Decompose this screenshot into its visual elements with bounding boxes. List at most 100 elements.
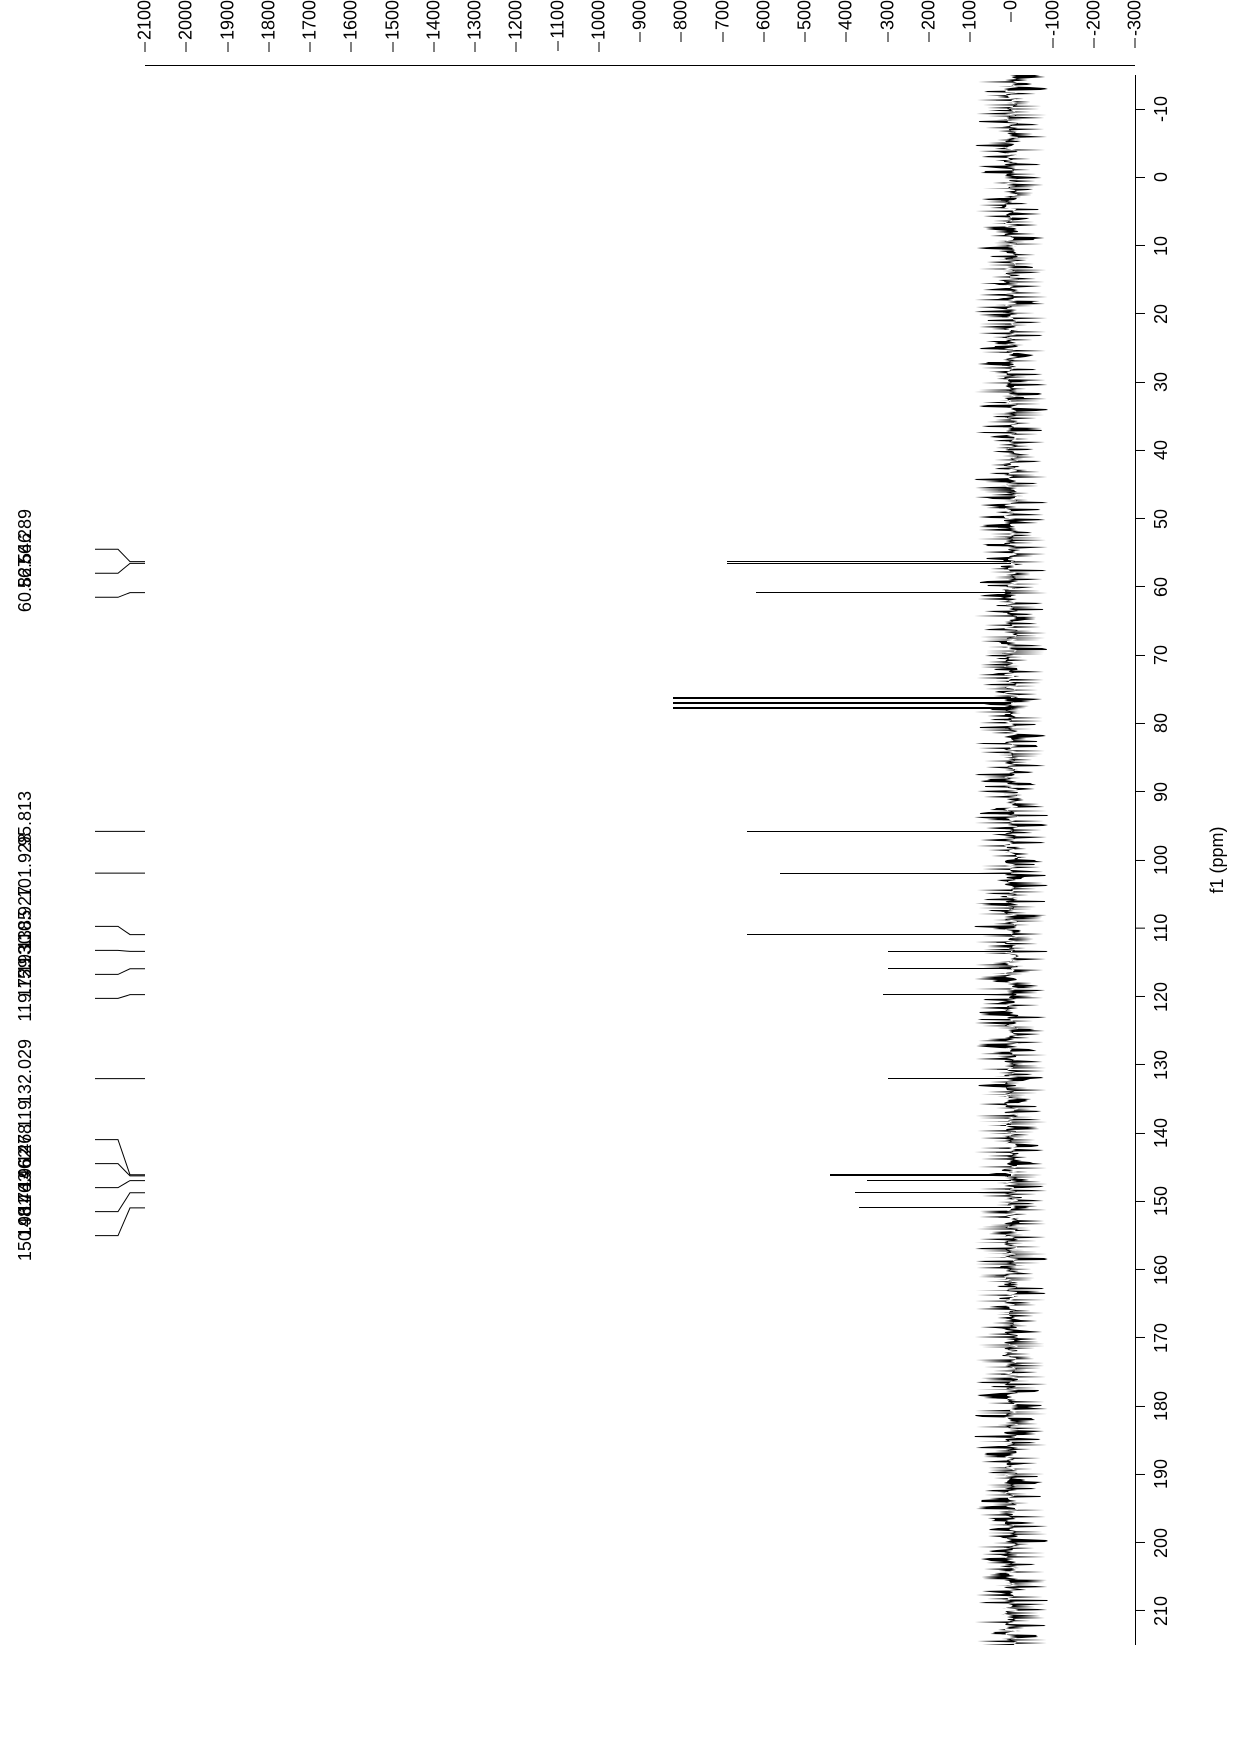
ppm-tick-mark xyxy=(1135,245,1145,246)
ppm-tick: 120 xyxy=(1135,981,1172,1011)
ppm-tick-label: 210 xyxy=(1151,1596,1172,1626)
ppm-tick: 0 xyxy=(1135,172,1172,182)
intensity-tick-mark xyxy=(1011,12,1012,22)
intensity-tick-label: 2000 xyxy=(176,0,197,40)
ppm-tick-label: 70 xyxy=(1151,645,1172,665)
intensity-tick: 600 xyxy=(753,0,774,75)
baseline-noise xyxy=(145,75,1135,1645)
ppm-tick-label: 150 xyxy=(1151,1186,1172,1216)
spectrum-peak xyxy=(747,831,1011,832)
ppm-axis-label: f1 (ppm) xyxy=(1207,826,1228,893)
ppm-tick-mark xyxy=(1135,109,1145,110)
spectrum-peak xyxy=(830,1175,1012,1176)
intensity-tick: -300 xyxy=(1125,0,1146,75)
ppm-tick-label: 160 xyxy=(1151,1255,1172,1285)
intensity-tick-label: 300 xyxy=(877,0,898,30)
intensity-tick-label: 700 xyxy=(712,0,733,30)
spectrum-peak xyxy=(888,1078,1012,1079)
ppm-tick-label: 190 xyxy=(1151,1459,1172,1489)
intensity-tick-mark xyxy=(351,42,352,52)
ppm-tick: 100 xyxy=(1135,845,1172,875)
intensity-tick-mark xyxy=(640,32,641,42)
intensity-tick: 1400 xyxy=(423,0,444,75)
spectrum-peak xyxy=(747,934,1011,935)
intensity-tick-label: 0 xyxy=(1001,0,1022,10)
intensity-tick-label: 1300 xyxy=(465,0,486,40)
intensity-tick-mark xyxy=(186,42,187,52)
intensity-tick-label: 800 xyxy=(671,0,692,30)
intensity-tick-label: 400 xyxy=(836,0,857,30)
spectrum-peak xyxy=(756,592,1012,593)
ppm-tick: 50 xyxy=(1135,509,1172,529)
ppm-tick: 190 xyxy=(1135,1459,1172,1489)
ppm-tick-mark xyxy=(1135,382,1145,383)
ppm-tick-label: 10 xyxy=(1151,236,1172,256)
intensity-tick: 400 xyxy=(836,0,857,75)
intensity-tick-mark xyxy=(392,42,393,52)
ppm-tick-mark xyxy=(1135,1064,1145,1065)
intensity-tick-mark xyxy=(970,32,971,42)
intensity-tick: 1200 xyxy=(506,0,527,75)
intensity-tick-mark xyxy=(1052,38,1053,48)
intensity-tick: 1800 xyxy=(258,0,279,75)
ppm-tick: 80 xyxy=(1135,713,1172,733)
intensity-tick-mark xyxy=(681,32,682,42)
intensity-tick: -100 xyxy=(1042,0,1063,75)
intensity-tick-label: 2100 xyxy=(135,0,156,40)
ppm-tick: -10 xyxy=(1135,96,1172,122)
intensity-tick-label: 1500 xyxy=(382,0,403,40)
ppm-tick-mark xyxy=(1135,1610,1145,1611)
ppm-tick-mark xyxy=(1135,518,1145,519)
ppm-tick-mark xyxy=(1135,1269,1145,1270)
intensity-tick-label: 1800 xyxy=(258,0,279,40)
nmr-spectrum-container: 2100200019001800170016001500140013001200… xyxy=(0,0,1240,1741)
ppm-tick-label: 120 xyxy=(1151,981,1172,1011)
intensity-tick: 1900 xyxy=(217,0,238,75)
ppm-tick: 150 xyxy=(1135,1186,1172,1216)
intensity-tick: 1500 xyxy=(382,0,403,75)
intensity-tick-mark xyxy=(887,32,888,42)
intensity-tick-label: 1700 xyxy=(300,0,321,40)
intensity-tick-mark xyxy=(1135,38,1136,48)
intensity-tick-mark xyxy=(227,42,228,52)
intensity-tick-label: 1900 xyxy=(217,0,238,40)
ppm-tick-label: 90 xyxy=(1151,782,1172,802)
intensity-tick-mark xyxy=(1093,38,1094,48)
intensity-tick-label: 100 xyxy=(960,0,981,30)
ppm-axis: f1 (ppm) -100102030405060708090100110120… xyxy=(1135,75,1240,1645)
ppm-tick-label: 170 xyxy=(1151,1323,1172,1353)
ppm-tick-label: 20 xyxy=(1151,304,1172,324)
ppm-tick-mark xyxy=(1135,655,1145,656)
intensity-tick: 2100 xyxy=(135,0,156,75)
ppm-tick-label: 180 xyxy=(1151,1391,1172,1421)
ppm-tick-label: 60 xyxy=(1151,577,1172,597)
ppm-tick: 140 xyxy=(1135,1118,1172,1148)
ppm-tick-mark xyxy=(1135,177,1145,178)
intensity-tick-mark xyxy=(598,42,599,52)
ppm-tick-mark xyxy=(1135,723,1145,724)
spectrum-peak xyxy=(888,951,1012,952)
intensity-tick: 200 xyxy=(918,0,939,75)
intensity-tick-mark xyxy=(145,42,146,52)
intensity-tick: 300 xyxy=(877,0,898,75)
ppm-tick-label: 40 xyxy=(1151,440,1172,460)
intensity-tick: 1700 xyxy=(300,0,321,75)
intensity-tick: 2000 xyxy=(176,0,197,75)
intensity-tick: 1300 xyxy=(465,0,486,75)
intensity-tick-label: 600 xyxy=(753,0,774,30)
intensity-tick-label: -100 xyxy=(1042,0,1063,36)
peak-value-label: 132.029 xyxy=(15,1039,36,1104)
intensity-tick: 800 xyxy=(671,0,692,75)
ppm-tick: 30 xyxy=(1135,372,1172,392)
spectrum-peak xyxy=(859,1207,1012,1208)
intensity-axis: 2100200019001800170016001500140013001200… xyxy=(145,0,1135,75)
solvent-peak xyxy=(673,707,1011,709)
intensity-tick: 500 xyxy=(795,0,816,75)
intensity-tick-label: 900 xyxy=(630,0,651,30)
intensity-tick-mark xyxy=(516,42,517,52)
spectrum-peak xyxy=(727,563,1012,564)
ppm-tick-mark xyxy=(1135,1542,1145,1543)
spectrum-peak xyxy=(867,1180,1011,1181)
ppm-tick-mark xyxy=(1135,1133,1145,1134)
ppm-tick: 160 xyxy=(1135,1255,1172,1285)
